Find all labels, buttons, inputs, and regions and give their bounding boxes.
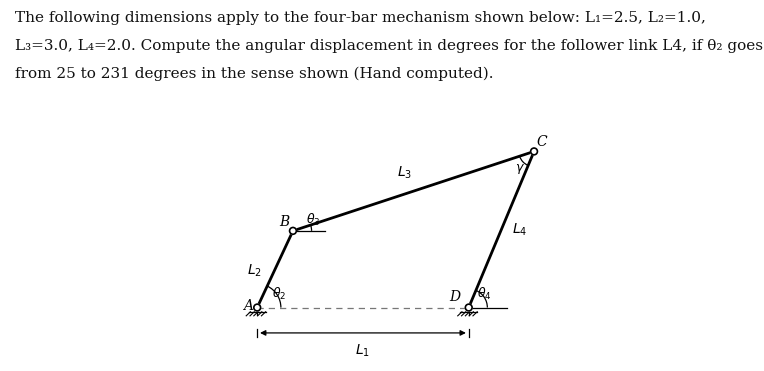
Text: $L_3$: $L_3$ [397,165,413,181]
Text: C: C [536,135,547,150]
Text: $\theta_3$: $\theta_3$ [306,212,321,228]
Text: $\theta_4$: $\theta_4$ [478,286,492,302]
Text: The following dimensions apply to the four-bar mechanism shown below: L₁=2.5, L₂: The following dimensions apply to the fo… [15,11,706,25]
Text: $L_4$: $L_4$ [512,221,527,238]
Circle shape [254,304,261,311]
Text: L₃=3.0, L₄=2.0. Compute the angular displacement in degrees for the follower lin: L₃=3.0, L₄=2.0. Compute the angular disp… [15,39,763,53]
Circle shape [465,304,472,311]
Text: $L_1$: $L_1$ [355,342,371,359]
Circle shape [290,227,296,234]
Text: B: B [280,215,290,229]
Text: $L_2$: $L_2$ [248,263,262,279]
Text: D: D [449,290,461,304]
Text: $\theta_2$: $\theta_2$ [271,286,286,302]
Text: A: A [243,299,253,313]
Circle shape [531,148,537,155]
Text: from 25 to 231 degrees in the sense shown (Hand computed).: from 25 to 231 degrees in the sense show… [15,67,494,81]
Text: $\gamma$: $\gamma$ [515,162,525,175]
